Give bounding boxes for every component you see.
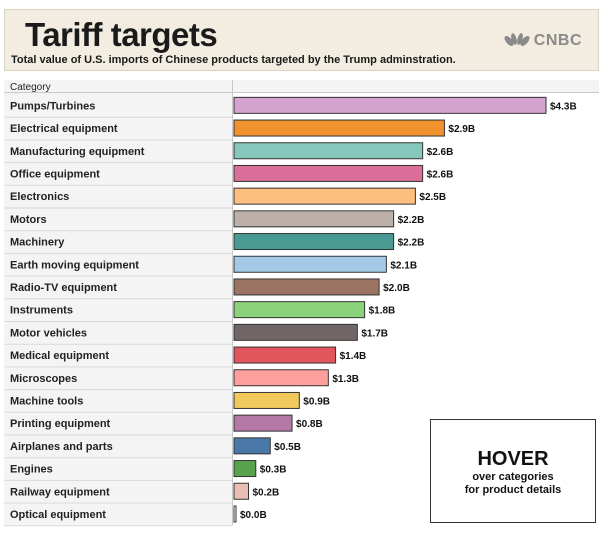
category-label[interactable]: Manufacturing equipment — [10, 146, 145, 158]
category-label[interactable]: Instruments — [10, 305, 73, 317]
peacock-icon — [504, 33, 530, 46]
bar-chart: Category Pumps/Turbines $4.3B Electrical eq… — [4, 80, 599, 527]
bar[interactable] — [233, 391, 300, 409]
value-label: $2.6B — [427, 169, 454, 180]
bar[interactable] — [233, 482, 250, 500]
category-label[interactable]: Pumps/Turbines — [10, 100, 95, 112]
value-label: $2.5B — [419, 192, 446, 203]
bar[interactable] — [233, 187, 416, 205]
bar[interactable] — [233, 233, 395, 251]
value-label: $1.4B — [340, 351, 367, 362]
category-label[interactable]: Electrical equipment — [10, 123, 118, 135]
value-label: $4.3B — [550, 101, 577, 112]
hover-hint-title: HOVER — [477, 448, 549, 470]
bar[interactable] — [233, 96, 547, 114]
category-label[interactable]: Motor vehicles — [10, 327, 87, 339]
bar[interactable] — [233, 142, 424, 160]
value-label: $0.2B — [253, 487, 280, 498]
value-label: $2.6B — [427, 147, 454, 158]
value-label: $0.3B — [260, 465, 287, 476]
category-label[interactable]: Machine tools — [10, 395, 83, 407]
bar[interactable] — [233, 437, 271, 455]
bar[interactable] — [233, 505, 237, 523]
hover-hint-line1: over categories — [472, 471, 554, 483]
chart-area: Category Pumps/Turbines $4.3B Electrical eq… — [4, 80, 599, 530]
chart-subtitle: Total value of U.S. imports of Chinese p… — [11, 54, 456, 66]
value-label: $0.8B — [296, 419, 323, 430]
logo-text: CNBC — [533, 32, 582, 49]
category-label[interactable]: Machinery — [10, 237, 65, 249]
category-label[interactable]: Engines — [10, 464, 53, 476]
hover-hint-line2: for product details — [464, 484, 562, 496]
category-label[interactable]: Airplanes and parts — [10, 441, 113, 453]
value-label: $2.2B — [398, 238, 425, 249]
value-label: $1.8B — [369, 306, 396, 317]
chart-title: Tariff targets — [25, 16, 218, 53]
category-label[interactable]: Electronics — [10, 191, 69, 203]
category-label[interactable]: Radio-TV equipment — [10, 282, 117, 294]
bar[interactable] — [233, 414, 293, 432]
value-label: $0.0B — [240, 510, 267, 521]
bar[interactable] — [233, 164, 424, 182]
category-label[interactable]: Motors — [10, 214, 47, 226]
category-label[interactable]: Microscopes — [10, 373, 77, 385]
value-label: $2.1B — [390, 260, 417, 271]
category-label[interactable]: Railway equipment — [10, 486, 110, 498]
bar[interactable] — [233, 323, 358, 341]
category-label[interactable]: Printing equipment — [10, 418, 111, 430]
value-label: $2.9B — [448, 124, 475, 135]
bar[interactable] — [233, 210, 395, 228]
bar[interactable] — [233, 278, 380, 296]
header-panel: Tariff targets Total value of U.S. impor… — [4, 9, 599, 71]
category-label[interactable]: Medical equipment — [10, 350, 109, 362]
category-label[interactable]: Optical equipment — [10, 509, 106, 521]
bar[interactable] — [233, 460, 257, 478]
value-label: $0.9B — [303, 396, 330, 407]
hover-hint-box: HOVER over categories for product detail… — [430, 419, 596, 523]
bar[interactable] — [233, 346, 337, 364]
category-header: Category — [10, 82, 51, 93]
value-label: $1.3B — [332, 374, 359, 385]
value-label: $2.0B — [383, 283, 410, 294]
value-label: $1.7B — [361, 328, 388, 339]
bar[interactable] — [233, 255, 387, 273]
category-label[interactable]: Earth moving equipment — [10, 259, 139, 271]
category-column-bg — [4, 80, 232, 526]
category-label[interactable]: Office equipment — [10, 168, 100, 180]
bar[interactable] — [233, 301, 366, 319]
bar[interactable] — [233, 119, 445, 137]
category-header-bg — [4, 80, 599, 92]
cnbc-logo: CNBC — [504, 32, 582, 50]
bar[interactable] — [233, 369, 329, 387]
value-label: $2.2B — [398, 215, 425, 226]
value-label: $0.5B — [274, 442, 301, 453]
